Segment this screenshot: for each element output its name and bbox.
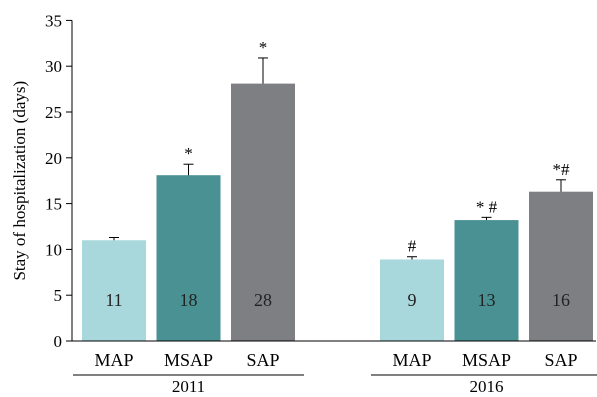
y-tick-label: 5 [54,286,63,305]
group-label: 2011 [172,377,205,396]
y-tick-label: 20 [45,149,62,168]
significance-annotation: * [259,38,268,57]
bar-group-2016: #9 * # 13 *# 16 [380,160,593,341]
x-axis: MAP MSAP SAP 2011 MAP MSAP SAP 2016 [72,340,597,396]
x-category-label: MSAP [462,350,511,370]
significance-annotation: * # [476,197,498,216]
y-tick-label: 25 [45,103,62,122]
bar-msap-2016 [454,220,519,341]
bar-map-2016 [380,259,444,341]
y-axis-label: Stay of hospitalization (days) [10,81,29,281]
bar-group-2011: 11 * 18 * 28 [82,38,295,341]
bar-msap-2011 [156,175,221,341]
bars: 11 * 18 * 28 #9 * # 13 *# 16 [82,38,593,341]
y-tick-label: 30 [45,57,62,76]
bar-map-2011 [82,240,146,341]
x-category-label: MAP [94,350,133,370]
bar-sap-2016 [529,191,593,341]
y-tick-label: 35 [45,11,62,30]
y-tick-label: 0 [54,332,63,351]
y-tick-label: 10 [45,240,62,259]
bar-value-label: 13 [478,290,496,310]
bar-value-label: 18 [180,290,198,310]
significance-annotation: * [184,144,193,163]
y-tick-label: 15 [45,195,62,214]
x-category-label: SAP [246,350,279,370]
bar-value-label: 11 [105,290,122,310]
bar-value-label: 16 [552,290,570,310]
y-axis: 0 5 10 15 20 25 30 35 [45,11,73,351]
x-category-label: SAP [544,350,577,370]
bar-value-label: 28 [254,290,272,310]
significance-annotation: # [408,237,417,256]
x-category-label: MAP [392,350,431,370]
bar-sap-2011 [231,83,295,341]
x-category-label: MSAP [164,350,213,370]
bar-value-label: 9 [408,290,417,310]
significance-annotation: *# [553,160,571,179]
group-label: 2016 [470,377,504,396]
